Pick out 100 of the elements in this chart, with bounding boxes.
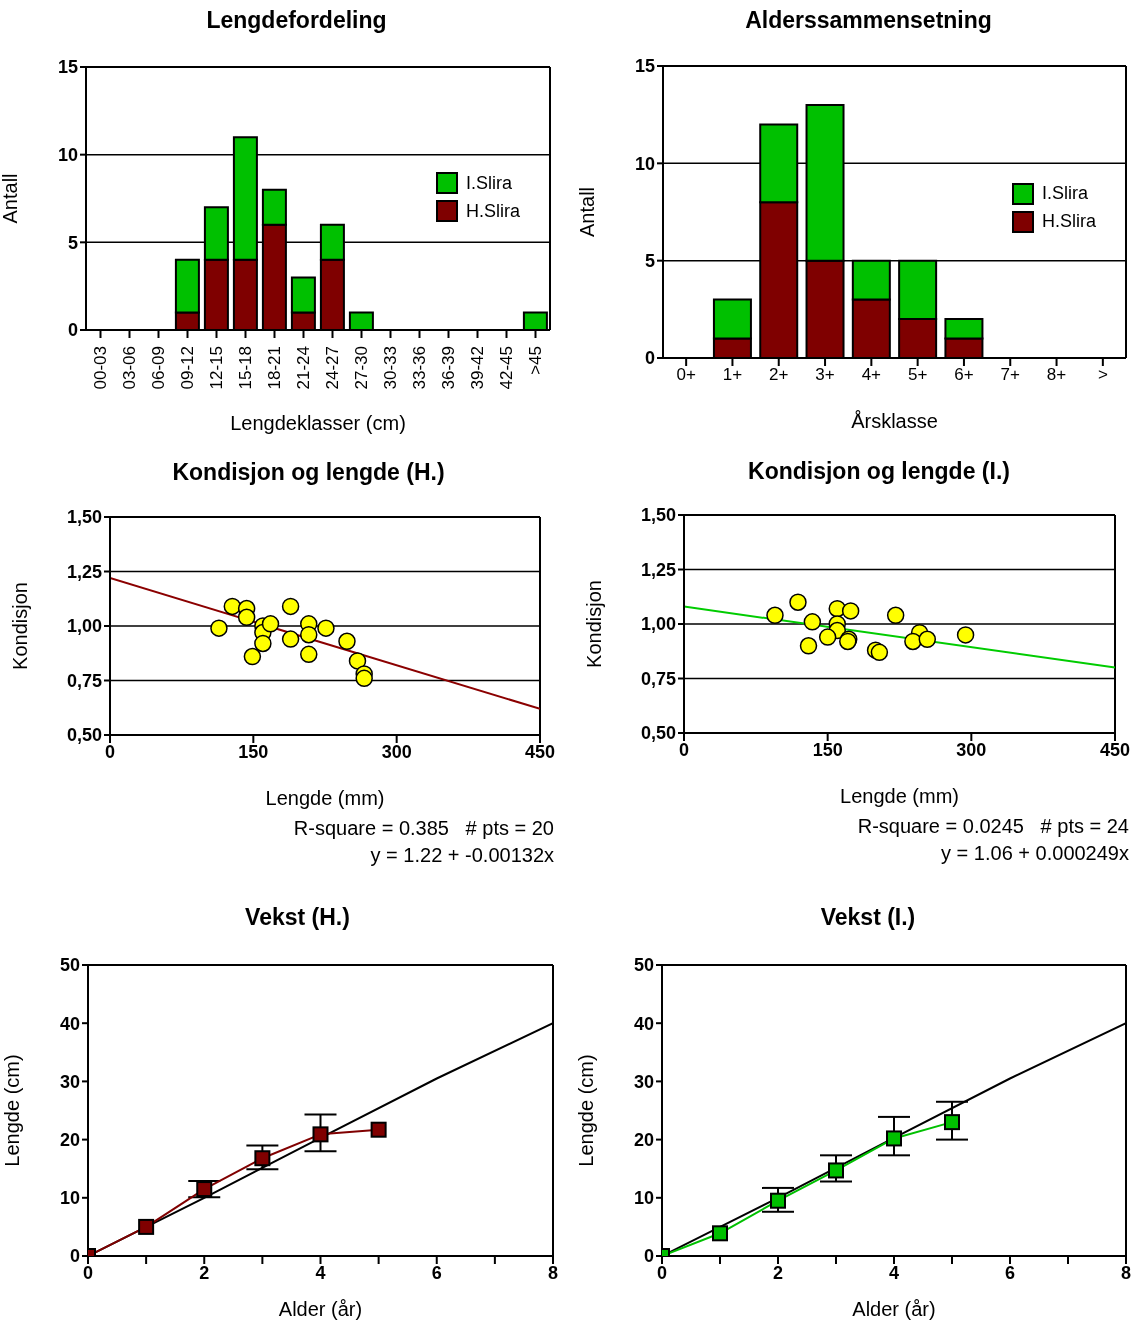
point — [300, 625, 318, 644]
x-tick-label: 2 — [199, 1262, 210, 1283]
y-tick-label: 1,25 — [66, 561, 102, 582]
point — [789, 593, 807, 611]
chart-title: Kondisjon og lengde (I.) — [747, 457, 1011, 486]
y-tick-label: 30 — [633, 1071, 654, 1092]
x-tick-label: 300 — [381, 741, 412, 762]
x-tick-label: 0+ — [676, 365, 696, 385]
legend-label: I.Slira — [465, 172, 512, 194]
chart-title: Alderssammensetning — [744, 6, 993, 35]
point — [956, 626, 975, 644]
y-tick-label: 0,75 — [640, 668, 676, 689]
x-tick-label: 39-42 — [468, 346, 487, 390]
text: R-square = 0.385 # pts = 20 — [292, 816, 555, 841]
y-tick-label: 10 — [59, 1188, 80, 1209]
x-tick-label: 0 — [104, 741, 116, 762]
text: y = 1.22 + -0.00132x — [369, 843, 555, 868]
point — [312, 1126, 329, 1143]
y-tick-label: 0,50 — [640, 723, 676, 744]
x-tick-label: 03-06 — [120, 346, 139, 390]
point — [254, 1150, 271, 1167]
y-tick-label: 15 — [57, 57, 78, 78]
y-tick-label: 20 — [59, 1129, 80, 1150]
y-axis-title: Antall — [0, 173, 22, 224]
x-tick-label: 12-15 — [207, 346, 226, 390]
x-tick-label: 5+ — [907, 365, 928, 385]
point — [886, 1130, 902, 1147]
x-tick-label: 18-21 — [265, 346, 284, 390]
point — [196, 1181, 213, 1198]
x-tick-label: > — [1097, 365, 1108, 385]
point — [355, 669, 373, 688]
chart-title: Vekst (I.) — [819, 903, 917, 932]
y-tick-label: 20 — [633, 1129, 654, 1150]
y-tick-label: 40 — [59, 1013, 80, 1034]
point — [281, 630, 300, 648]
x-axis-title: Årsklasse — [851, 410, 938, 432]
y-tick-label: 0 — [643, 1246, 654, 1267]
y-tick-label: 40 — [633, 1013, 654, 1034]
point — [803, 613, 822, 631]
x-tick-label: 33-36 — [410, 346, 429, 390]
x-tick-label: 4 — [315, 1262, 326, 1283]
point — [770, 1192, 786, 1209]
x-tick-label: 00-03 — [91, 346, 110, 390]
y-tick-label: 0 — [69, 1246, 80, 1267]
point — [886, 606, 905, 625]
y-axis-title: Lengde (cm) — [575, 1054, 598, 1167]
x-tick-label: 30-33 — [381, 346, 400, 390]
chart-title: Lengdefordeling — [205, 6, 388, 35]
y-tick-label: 15 — [634, 56, 655, 77]
x-axis-title: Lengde (mm) — [840, 785, 959, 807]
x-axis-title: Alder (år) — [852, 1298, 936, 1320]
x-tick-label: 7+ — [1000, 365, 1021, 385]
y-axis-title: Antall — [576, 186, 599, 238]
point — [281, 597, 300, 616]
point — [828, 1162, 844, 1179]
point — [254, 634, 272, 653]
legend-label: H.Slira — [465, 200, 520, 222]
legend-label: H.Slira — [1041, 211, 1096, 233]
point — [904, 632, 922, 651]
legend-label: I.Slira — [1041, 183, 1088, 205]
y-tick-label: 5 — [644, 251, 655, 272]
x-tick-label: 27-30 — [352, 346, 371, 390]
y-tick-label: 10 — [633, 1188, 654, 1209]
point — [799, 637, 818, 655]
y-tick-label: 0,50 — [66, 725, 102, 746]
y-tick-label: 1,00 — [640, 614, 676, 635]
point — [223, 597, 242, 616]
y-tick-label: 1,50 — [640, 505, 676, 526]
point — [944, 1114, 960, 1131]
x-tick-label: 06-09 — [149, 346, 168, 390]
y-tick-label: 50 — [633, 955, 654, 976]
x-tick-label: 2 — [772, 1262, 784, 1283]
x-tick-label: 0 — [678, 739, 690, 760]
point — [766, 606, 784, 625]
point — [712, 1225, 728, 1242]
text: R-square = 0.0245 # pts = 24 — [856, 814, 1130, 839]
x-axis-title: Lengde (mm) — [265, 787, 385, 809]
y-tick-label: 10 — [57, 145, 78, 166]
x-tick-label: 4 — [888, 1262, 900, 1283]
y-tick-label: 1,50 — [66, 507, 102, 528]
point — [210, 619, 228, 637]
x-tick-label: 3+ — [815, 365, 835, 385]
y-tick-label: 10 — [634, 153, 655, 174]
x-tick-label: 6 — [1004, 1262, 1016, 1283]
x-tick-label: 150 — [812, 739, 843, 760]
x-tick-label: 42-45 — [497, 346, 516, 390]
x-tick-label: 6+ — [954, 365, 974, 385]
point — [300, 645, 318, 664]
x-tick-label: 450 — [524, 741, 556, 762]
x-tick-label: 2+ — [769, 365, 789, 385]
x-tick-label: 15-18 — [236, 346, 255, 390]
point — [370, 1121, 387, 1138]
x-tick-label: 1+ — [722, 365, 743, 385]
text: y = 1.06 + 0.000249x — [940, 841, 1130, 866]
y-tick-label: 0 — [67, 320, 78, 341]
point — [243, 647, 262, 666]
x-tick-label: 24-27 — [323, 346, 342, 390]
x-tick-label: >45 — [526, 346, 545, 375]
y-tick-label: 5 — [67, 232, 78, 253]
point — [237, 608, 256, 627]
